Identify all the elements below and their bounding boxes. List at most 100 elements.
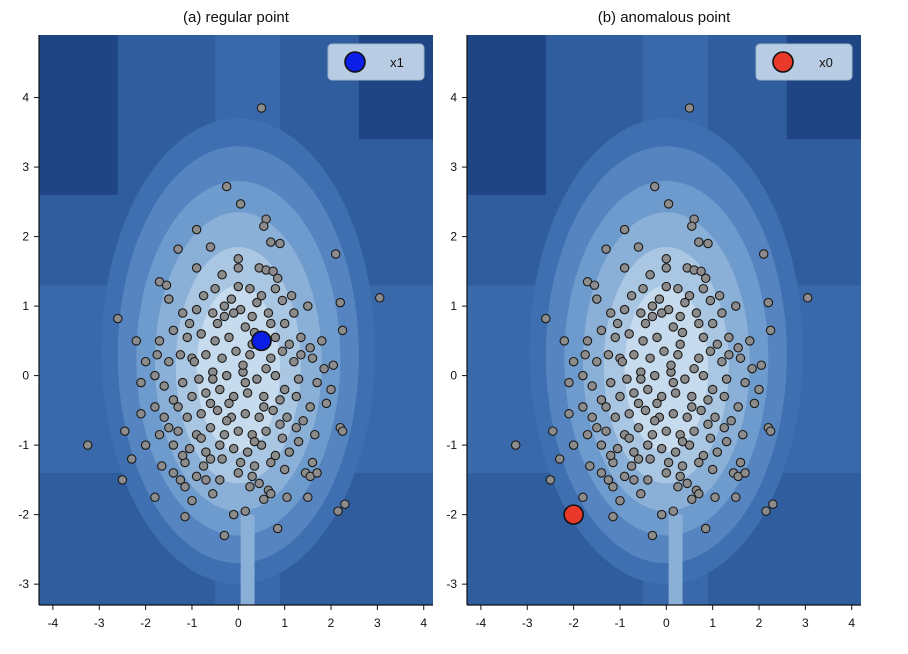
panel-b-highlight	[563, 504, 584, 525]
data-point	[150, 370, 160, 381]
data-point	[578, 492, 588, 503]
data-point	[765, 325, 776, 336]
panel-b-legend-box	[755, 43, 853, 81]
data-point	[643, 440, 653, 450]
data-point	[205, 398, 216, 409]
data-point	[242, 388, 253, 398]
data-point	[245, 482, 255, 492]
data-point	[219, 311, 230, 322]
panel-a-legend: x1	[327, 43, 425, 81]
x-tick-label: 3	[374, 616, 381, 630]
x-tick-label: 0	[235, 616, 242, 630]
x-tick-label: 3	[802, 616, 809, 630]
data-point	[333, 506, 343, 516]
data-point	[182, 412, 193, 423]
data-point	[649, 181, 660, 192]
data-point	[656, 443, 667, 454]
data-point	[150, 492, 160, 503]
data-point	[612, 443, 623, 454]
data-point	[150, 402, 160, 412]
data-point	[763, 297, 774, 308]
panel-a-legend-box	[327, 43, 425, 81]
y-tick-label: -2	[18, 508, 29, 522]
y-tick-label: 2	[450, 230, 457, 244]
data-point	[721, 374, 732, 384]
data-point	[615, 391, 625, 402]
data-point	[303, 492, 313, 503]
highlight-point-x0	[563, 504, 584, 525]
data-point	[673, 482, 683, 492]
data-point	[113, 313, 123, 324]
data-point	[687, 494, 697, 505]
data-point	[592, 356, 602, 367]
data-point	[328, 360, 339, 370]
data-point	[647, 301, 658, 311]
data-point	[173, 402, 183, 412]
data-point	[624, 329, 634, 339]
data-point	[180, 482, 190, 492]
x-tick-label: 1	[281, 616, 288, 630]
data-point	[694, 353, 704, 363]
data-point	[649, 370, 660, 381]
data-point	[177, 377, 188, 388]
data-point	[733, 343, 743, 353]
data-point	[270, 370, 281, 381]
data-point	[694, 237, 704, 247]
data-point	[307, 353, 318, 363]
data-point	[587, 412, 597, 423]
data-point	[228, 443, 239, 454]
data-point	[289, 308, 299, 318]
data-point	[154, 336, 165, 346]
data-point	[337, 426, 348, 436]
data-point	[738, 429, 748, 440]
data-point	[259, 391, 269, 402]
data-point	[633, 398, 644, 409]
data-point	[157, 461, 167, 471]
data-point	[617, 356, 628, 367]
data-point	[666, 360, 676, 370]
data-point	[184, 318, 195, 329]
data-point	[238, 360, 248, 370]
highlight-point-x1	[251, 330, 272, 352]
data-point	[270, 332, 281, 343]
data-point	[714, 290, 725, 301]
data-point	[719, 391, 730, 402]
y-tick-label: 0	[450, 369, 457, 383]
data-point	[159, 412, 169, 423]
data-point	[252, 297, 262, 308]
data-point	[219, 301, 230, 311]
data-point	[296, 332, 306, 343]
data-point	[296, 350, 306, 360]
data-point	[687, 391, 697, 402]
x-tick-label: -4	[48, 616, 59, 630]
data-point	[643, 475, 653, 485]
data-point	[136, 409, 146, 419]
data-point	[259, 494, 269, 505]
data-point	[277, 433, 288, 443]
data-point	[240, 322, 251, 332]
data-point	[680, 297, 690, 308]
data-point	[710, 412, 720, 423]
panel-b-title: (b) anomalous point	[598, 9, 731, 26]
data-point	[638, 283, 648, 294]
data-point	[645, 270, 655, 280]
x-tick-label: -2	[140, 616, 151, 630]
data-point	[210, 283, 220, 294]
data-point	[608, 482, 618, 492]
data-point	[610, 412, 621, 423]
data-point	[266, 237, 276, 247]
data-point	[724, 332, 734, 343]
data-point	[131, 336, 142, 346]
data-point	[624, 409, 634, 419]
data-point	[275, 419, 285, 430]
data-point	[663, 457, 674, 468]
data-point	[272, 523, 283, 534]
data-point	[733, 402, 743, 412]
data-point	[180, 511, 190, 522]
data-point	[647, 530, 658, 541]
data-point	[164, 422, 174, 433]
data-point	[619, 471, 630, 482]
data-point	[228, 308, 239, 318]
data-point	[201, 475, 211, 485]
data-point	[140, 356, 151, 367]
